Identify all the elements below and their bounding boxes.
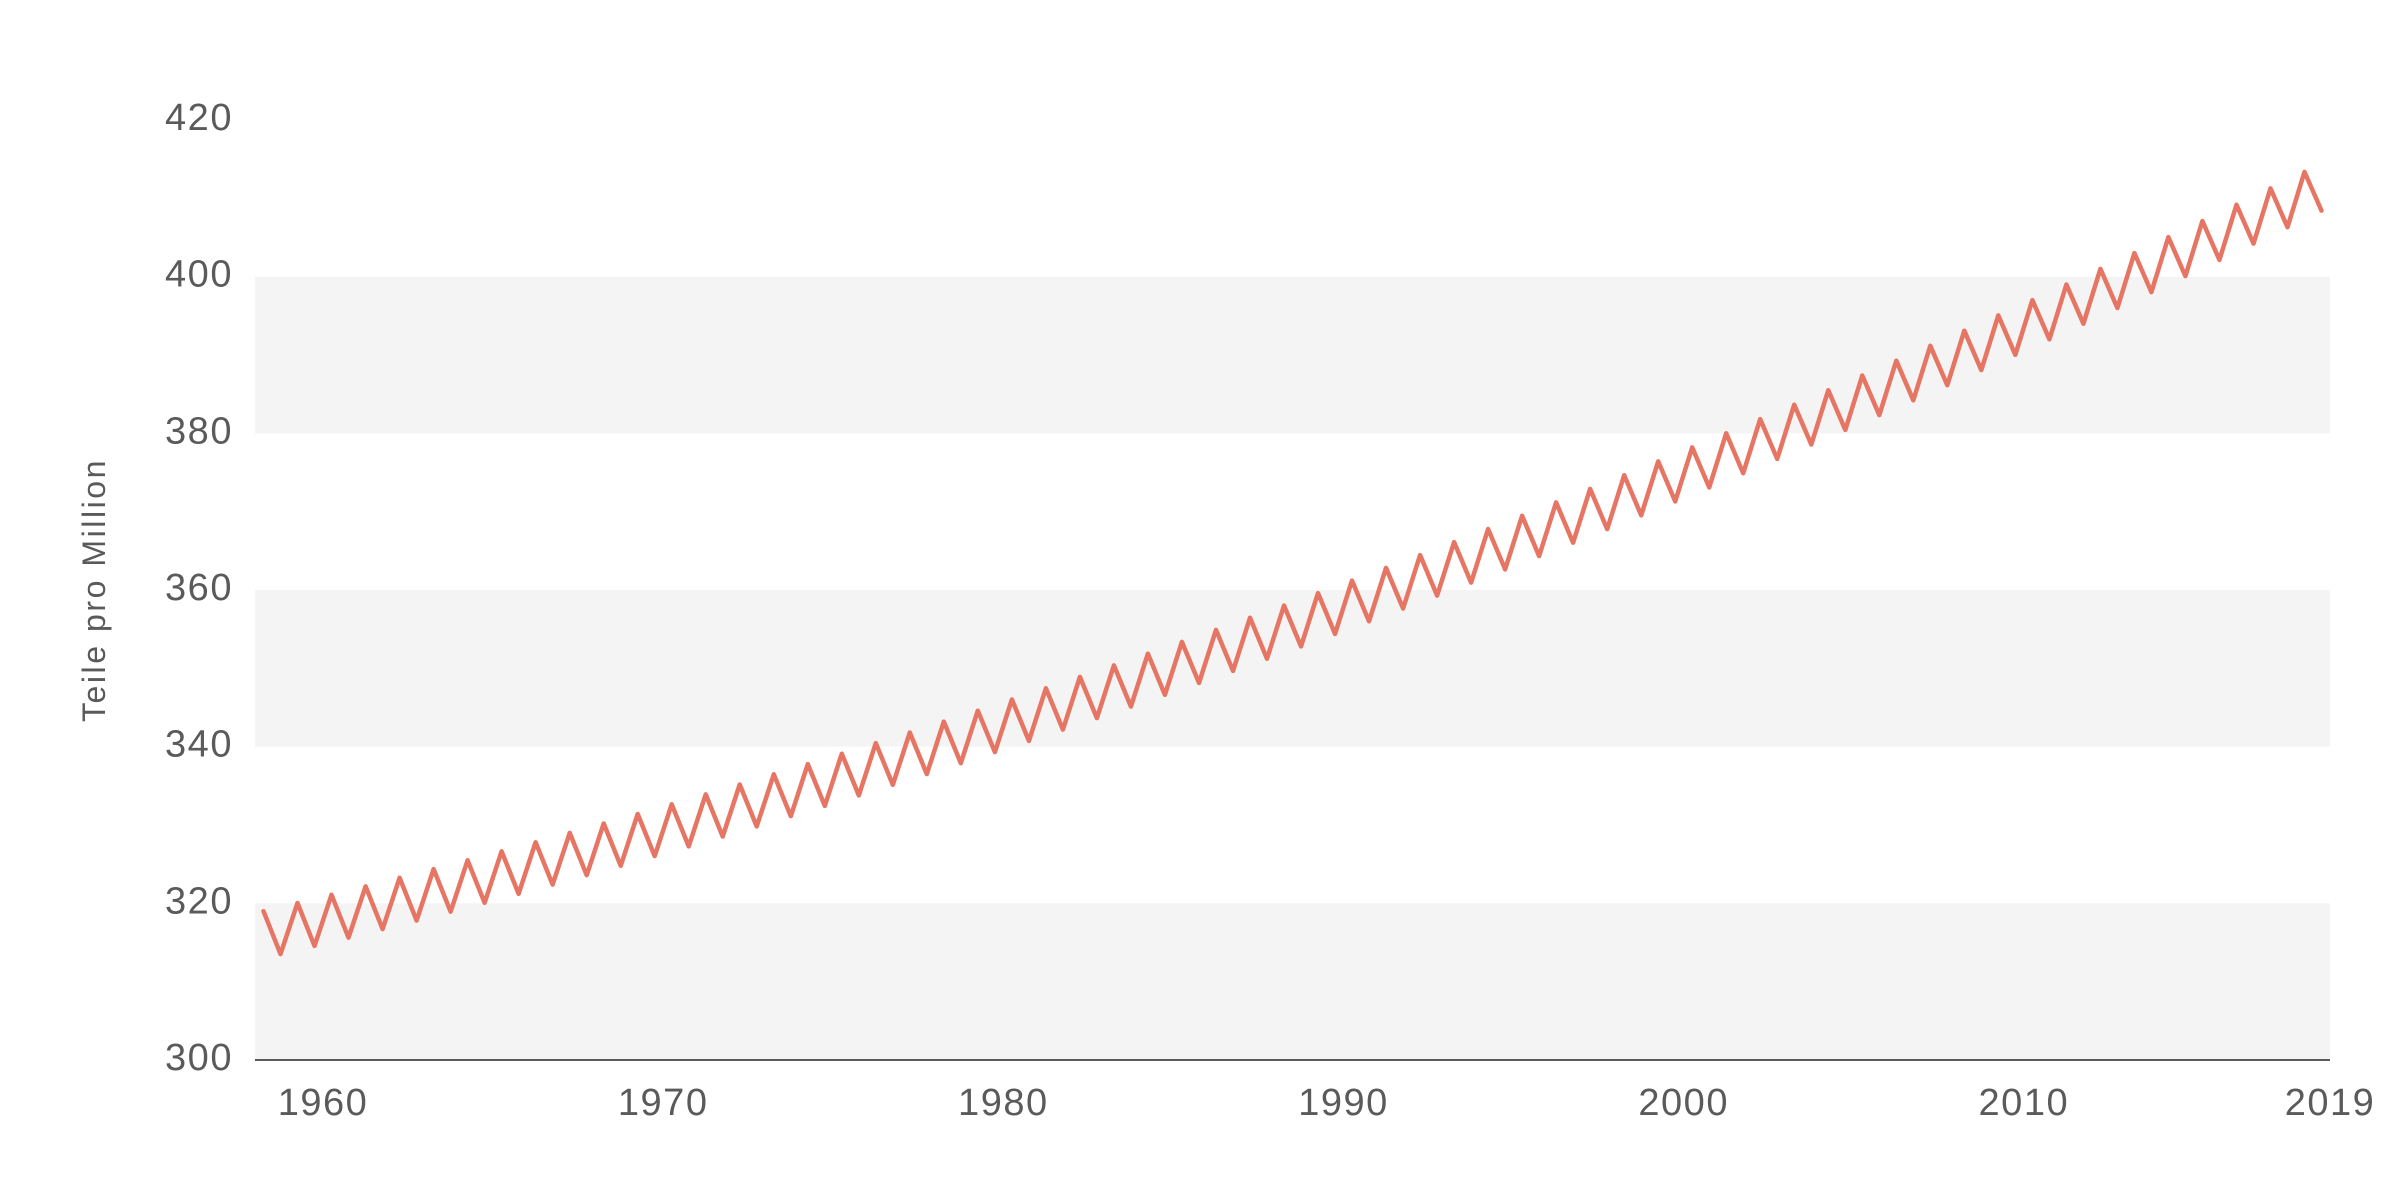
x-tick-label: 1990: [1298, 1082, 1389, 1124]
y-tick-label: 380: [165, 410, 233, 452]
y-tick-label: 420: [165, 97, 233, 139]
y-tick-label: 340: [165, 724, 233, 766]
y-tick-label: 360: [165, 567, 233, 609]
y-tick-label: 320: [165, 880, 233, 922]
y-tick-label: 300: [165, 1037, 233, 1079]
co2-chart: 300 320 340 360 380 400 420 1960 1970 1980 1990 200…: [0, 0, 2400, 1203]
x-tick-label: 1960: [278, 1082, 369, 1124]
y-axis-label: Teile pro Million: [76, 458, 112, 722]
x-tick-label: 2000: [1638, 1082, 1729, 1124]
y-tick-label: 400: [165, 254, 233, 296]
x-tick-label: 2019: [2285, 1082, 2376, 1124]
grid-band: [255, 903, 2330, 1060]
chart-svg: 300 320 340 360 380 400 420 1960 1970 1980 1990 200…: [0, 0, 2400, 1203]
grid-band: [255, 590, 2330, 747]
grid-band: [255, 277, 2330, 434]
x-tick-label: 2010: [1979, 1082, 2070, 1124]
x-tick-label: 1970: [618, 1082, 709, 1124]
x-tick-label: 1980: [958, 1082, 1049, 1124]
